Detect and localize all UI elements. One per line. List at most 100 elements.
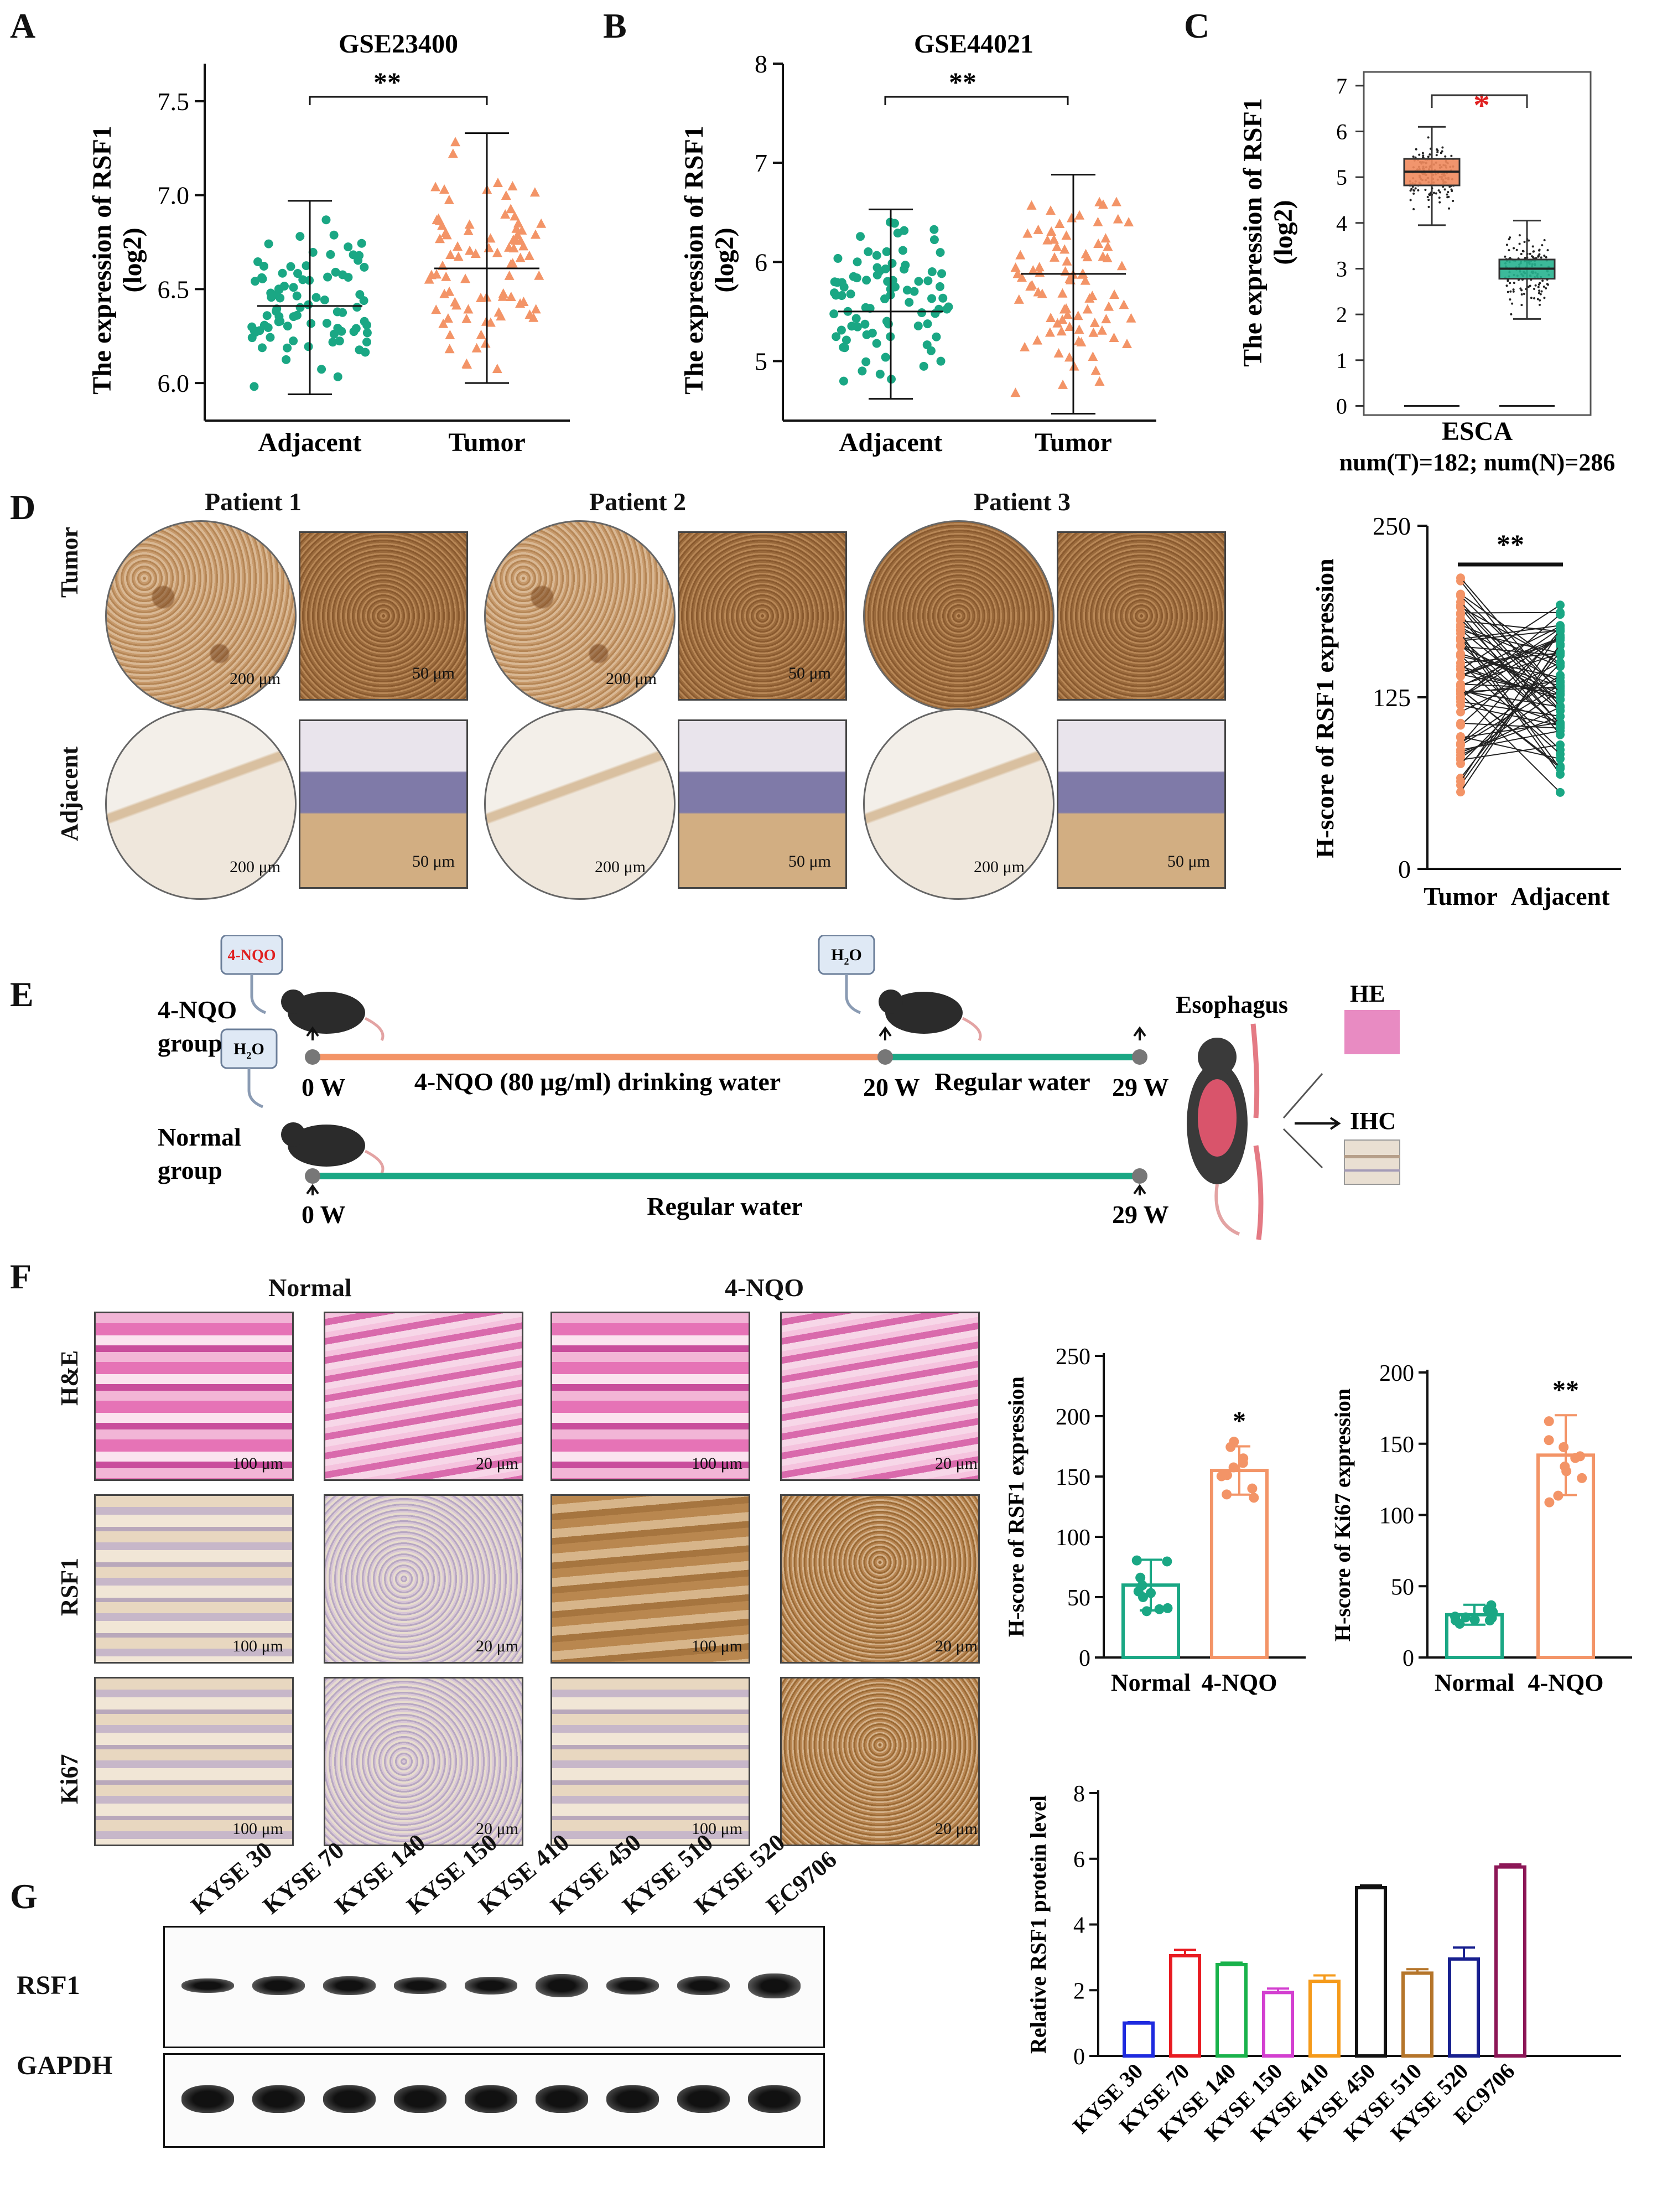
- paired-line: [1460, 630, 1561, 654]
- panel-b-chart: The expression of RSF1 (log2) GSE44021 *…: [679, 29, 1156, 457]
- data-point: [1461, 1612, 1471, 1623]
- data-point-adjacent: [861, 357, 871, 366]
- data-point: [1553, 1490, 1563, 1501]
- data-point: [1427, 205, 1430, 208]
- data-point-adjacent: [295, 232, 305, 241]
- data-point: [1544, 1435, 1554, 1446]
- data-point: [1447, 191, 1450, 194]
- data-point: [1154, 1604, 1165, 1614]
- tumor-point: [1456, 573, 1465, 583]
- data-point: [1429, 153, 1431, 156]
- panel-c-sig: *: [1473, 87, 1490, 123]
- segment-regular-label-2: Regular water: [647, 1192, 802, 1220]
- data-point: [1225, 1442, 1236, 1452]
- data-point: [1513, 282, 1515, 284]
- adjacent-point: [1556, 649, 1565, 658]
- data-point: [1249, 1493, 1259, 1503]
- data-point-adjacent: [923, 319, 932, 329]
- data-point-adjacent: [320, 296, 329, 305]
- micrograph-f-4nqo-ki67-zoom: [780, 1677, 980, 1846]
- micrograph-f-normal-ki67-zoom: [324, 1677, 523, 1846]
- data-point-tumor: [1027, 279, 1037, 289]
- data-point: [1534, 284, 1537, 287]
- panel-f-rsf1-chart: H-score of RSF1 expression 0 50 100 150 200 25…: [1004, 1344, 1306, 1696]
- data-point: [1561, 1466, 1572, 1477]
- data-point: [1518, 234, 1521, 237]
- data-point: [1530, 297, 1533, 299]
- data-point-tumor: [1066, 213, 1077, 222]
- data-point-tumor: [1090, 365, 1101, 375]
- data-point: [1228, 1462, 1239, 1473]
- adjacent-point: [1556, 702, 1565, 712]
- micrograph-f-4nqo-he-zoom: [780, 1312, 980, 1481]
- bar: [1355, 1886, 1387, 2058]
- panel-label-c: C: [1184, 6, 1210, 45]
- data-point: [1544, 1497, 1555, 1508]
- data-point-tumor: [463, 304, 474, 314]
- paired-line: [1460, 652, 1561, 686]
- data-point: [1435, 154, 1438, 157]
- data-point-adjacent: [852, 273, 861, 283]
- data-point-adjacent: [257, 343, 267, 353]
- mouse-icon-2: [879, 990, 982, 1042]
- scale-f-2: 20 μm: [476, 1454, 518, 1473]
- data-point-tumor: [1100, 233, 1111, 243]
- group-normal-line2: group: [158, 1156, 222, 1184]
- data-point-tumor: [445, 250, 456, 260]
- data-point-tumor: [1109, 289, 1120, 299]
- paired-line: [1460, 722, 1561, 729]
- micrograph-p3-adjacent-overview: [863, 708, 1055, 900]
- data-point-adjacent: [286, 262, 295, 271]
- adjacent-point: [1556, 658, 1565, 667]
- data-point-tumor: [1059, 244, 1070, 254]
- data-point-adjacent: [266, 333, 275, 342]
- paired-line: [1460, 706, 1561, 756]
- data-point-adjacent: [858, 366, 867, 376]
- data-point-adjacent: [942, 304, 952, 314]
- data-point-tumor: [453, 241, 463, 251]
- gapdh-band: [323, 2085, 376, 2113]
- micrograph-p2-adjacent-overview: [484, 708, 676, 900]
- data-point-adjacent: [263, 323, 273, 332]
- panel-a-xtick-tumor: Tumor: [448, 428, 526, 457]
- panel-f-col-4nqo: 4-NQO: [725, 1273, 804, 1302]
- adjacent-point: [1556, 740, 1565, 749]
- data-point-tumor: [512, 230, 523, 240]
- data-point: [1541, 279, 1544, 282]
- panel-f-ki67-chart: H-score of Ki67 expression 0 50 100 150 200 No…: [1330, 1361, 1632, 1696]
- data-point-adjacent: [298, 275, 308, 284]
- adjacent-point: [1556, 788, 1565, 797]
- bar: [1216, 1962, 1248, 2058]
- data-point-tumor: [1062, 309, 1073, 319]
- ytick-label: 6: [1336, 119, 1347, 144]
- panel-a-xtick-adjacent: Adjacent: [258, 428, 362, 457]
- time-29w-1: 29 W: [1112, 1073, 1169, 1101]
- data-point: [1141, 1606, 1152, 1617]
- data-point-tumor: [1094, 376, 1105, 386]
- data-point: [1540, 290, 1543, 293]
- data-point: [1509, 236, 1511, 239]
- data-point-adjacent: [333, 372, 342, 381]
- time-29w-2: 29 W: [1112, 1200, 1169, 1229]
- scale-d-p1-tumor-small: 50 μm: [412, 664, 455, 682]
- data-point-tumor: [1124, 217, 1134, 227]
- data-point-tumor: [1113, 214, 1123, 224]
- ytick-label: 4: [1073, 1913, 1085, 1939]
- data-point: [1577, 1473, 1587, 1483]
- ytick-label: 7.0: [158, 182, 190, 210]
- data-point-tumor: [1052, 318, 1063, 328]
- ytick-label: 6: [1073, 1847, 1085, 1873]
- scale-f-9: 100 μm: [232, 1820, 283, 1838]
- data-point-adjacent: [914, 277, 923, 286]
- scale-d-p3-adj-small: 50 μm: [1167, 852, 1210, 871]
- paired-line: [1460, 683, 1561, 690]
- panel-d-patient-3: Patient 3: [974, 488, 1071, 516]
- data-point-adjacent: [326, 250, 335, 259]
- ytick-label: 100: [1056, 1525, 1090, 1551]
- data-point-adjacent: [333, 307, 342, 317]
- data-point-tumor: [465, 245, 475, 255]
- data-point-adjacent: [880, 294, 890, 304]
- mouse-icon-3: [281, 1122, 385, 1174]
- data-point: [1414, 187, 1417, 190]
- data-point: [1486, 1600, 1497, 1610]
